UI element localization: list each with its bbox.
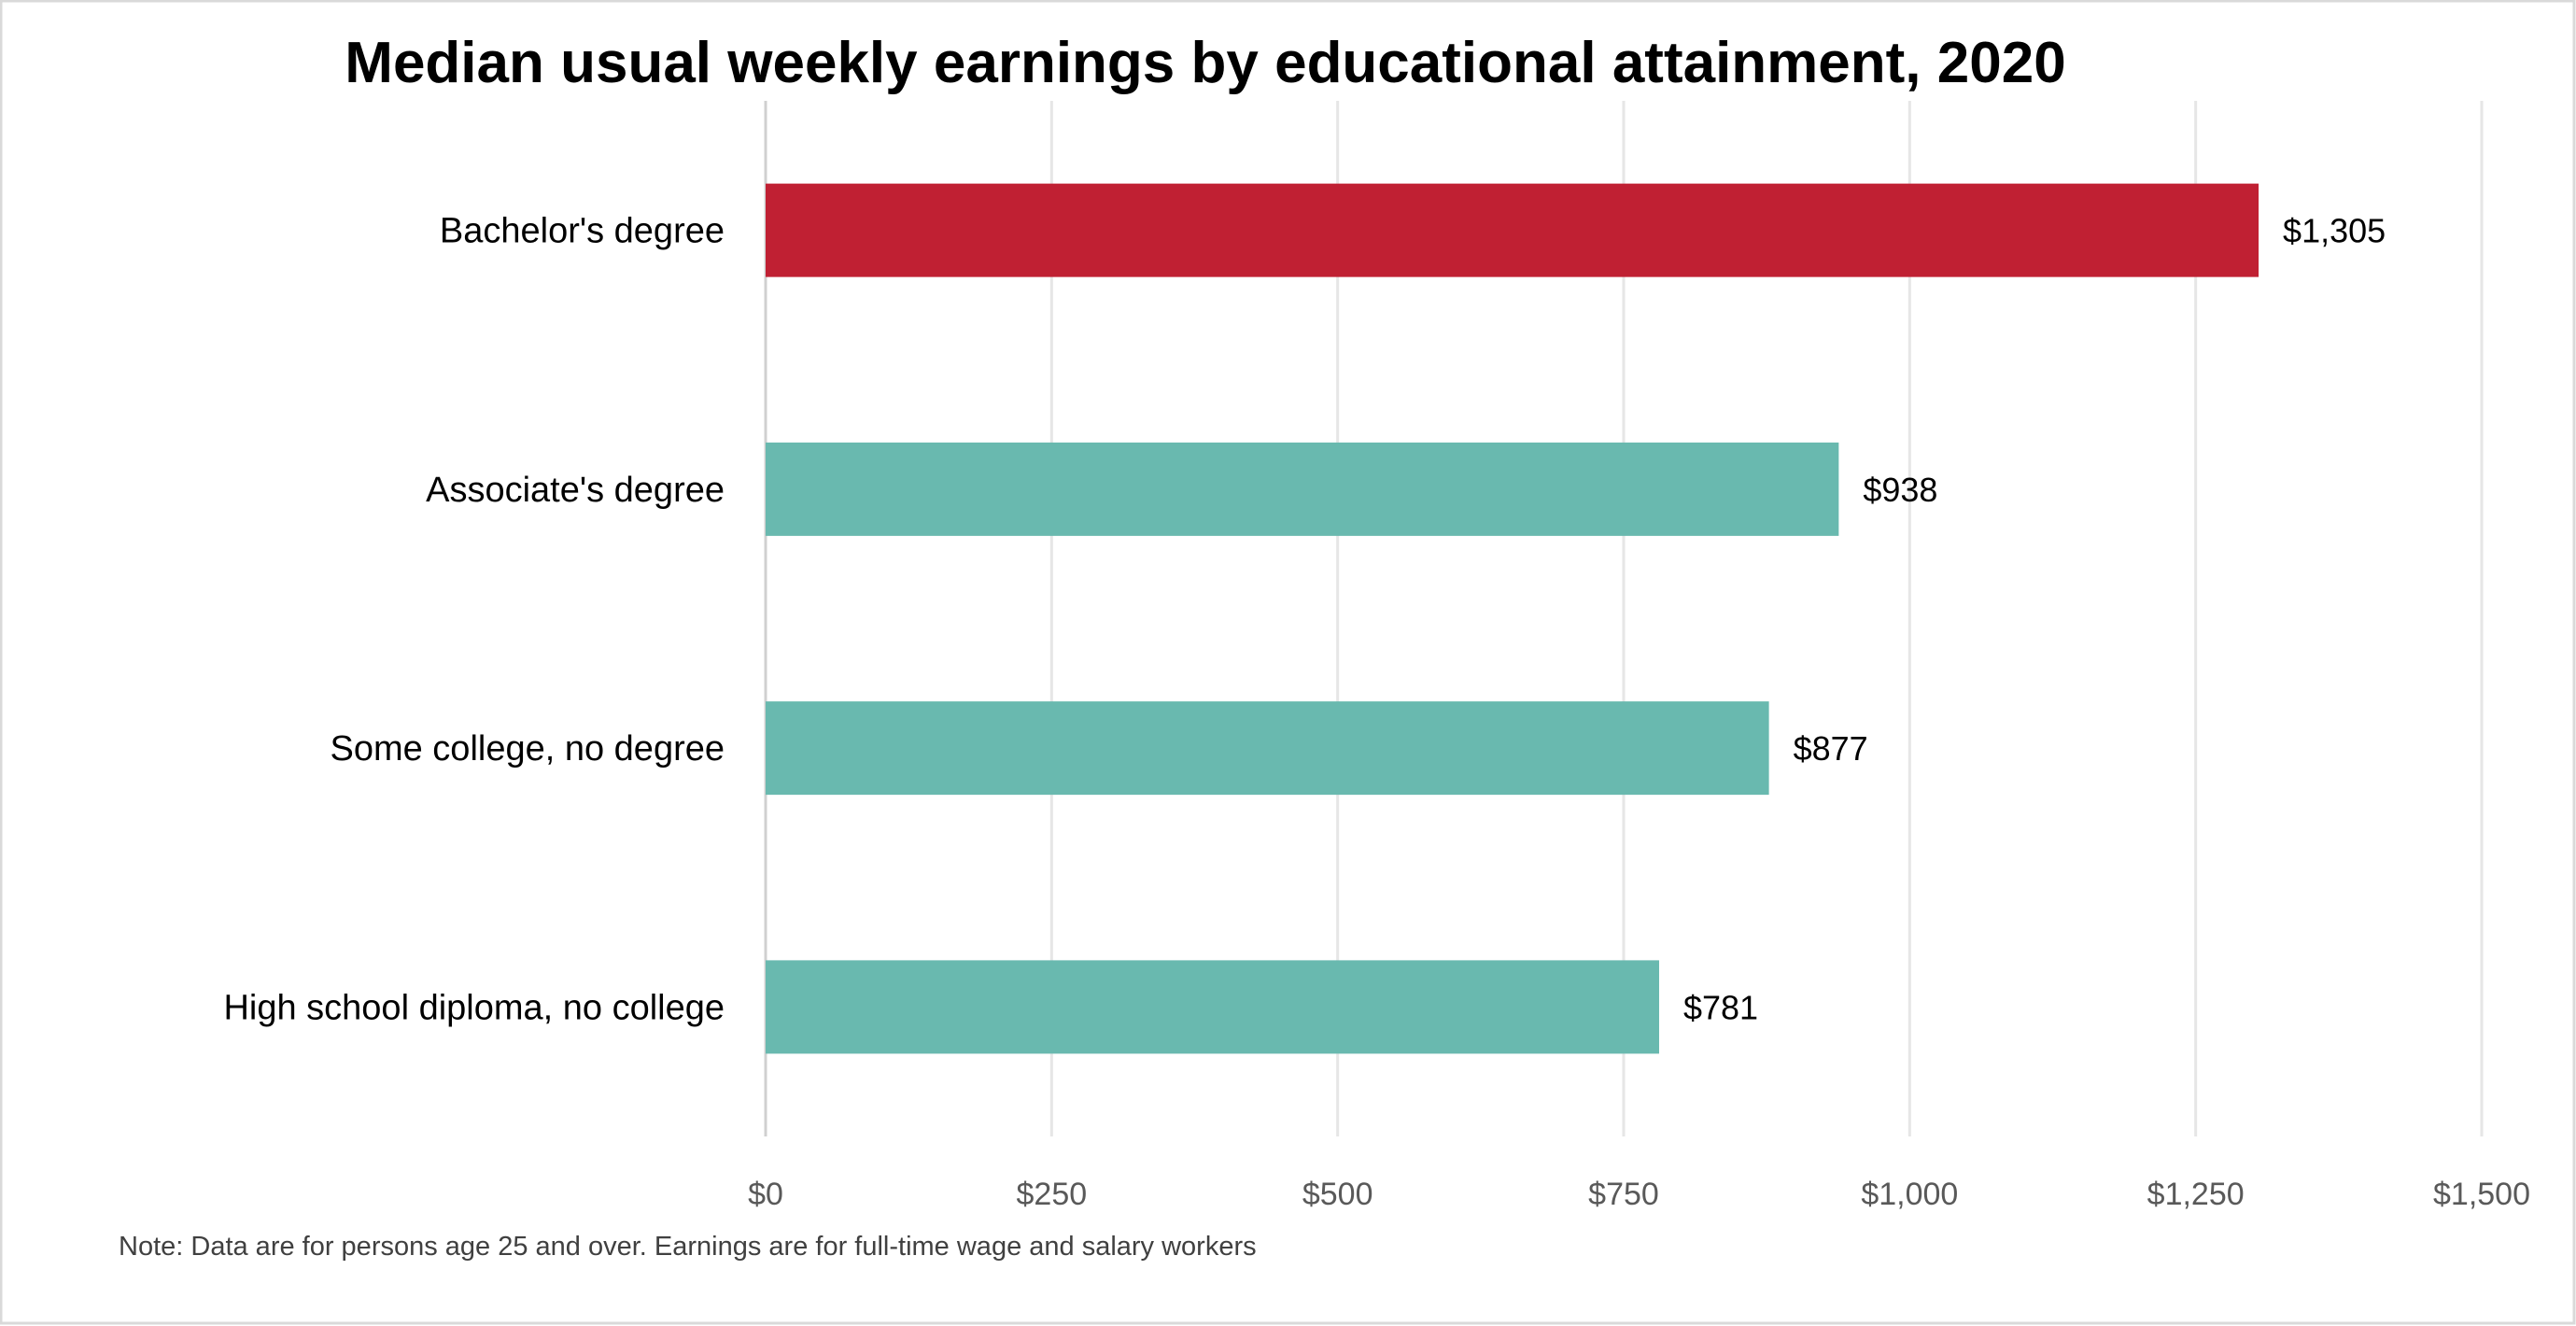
x-tick-label: $250: [1017, 1177, 1088, 1212]
data-label: $877: [1794, 729, 1868, 768]
data-label: $938: [1863, 471, 1937, 509]
data-label: $1,305: [2283, 212, 2386, 250]
category-labels: Bachelor's degree Associate's degree Some …: [223, 212, 725, 1028]
chart-note: Note: Data are for persons age 25 and ov…: [119, 1232, 1257, 1262]
bar: [766, 701, 1769, 796]
bar: [766, 442, 1839, 536]
bar: [766, 960, 1659, 1054]
x-tick-label: $750: [1588, 1177, 1659, 1212]
x-tick-label: $0: [748, 1177, 783, 1212]
x-tick-label: $1,500: [2433, 1177, 2530, 1212]
chart-title: Median usual weekly earnings by educatio…: [345, 31, 2065, 95]
x-tick-label: $1,000: [1861, 1177, 1958, 1212]
x-tick-label: $500: [1302, 1177, 1373, 1212]
category-label: Some college, no degree: [330, 729, 725, 769]
bar: [766, 183, 2259, 277]
category-label: Associate's degree: [426, 471, 725, 510]
data-label: $781: [1683, 988, 1758, 1026]
category-label: High school diploma, no college: [223, 988, 725, 1027]
data-labels: $1,305 $938 $877 $781: [1683, 212, 2386, 1027]
bars: [766, 183, 2259, 1054]
x-tick-label: $1,250: [2147, 1177, 2245, 1212]
category-label: Bachelor's degree: [440, 212, 725, 251]
x-axis-tick-labels: $0 $250 $500 $750 $1,000 $1,250 $1,500: [748, 1177, 2530, 1212]
